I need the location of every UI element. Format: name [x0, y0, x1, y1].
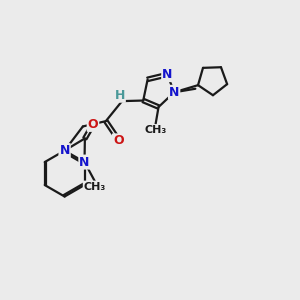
- Text: H: H: [115, 89, 125, 102]
- Text: N: N: [162, 68, 172, 81]
- Text: O: O: [113, 134, 124, 147]
- Text: O: O: [88, 118, 98, 131]
- Text: N: N: [59, 144, 70, 157]
- Text: CH₃: CH₃: [84, 182, 106, 191]
- Text: N: N: [79, 156, 90, 169]
- Text: CH₃: CH₃: [145, 125, 167, 135]
- Text: N: N: [169, 86, 179, 99]
